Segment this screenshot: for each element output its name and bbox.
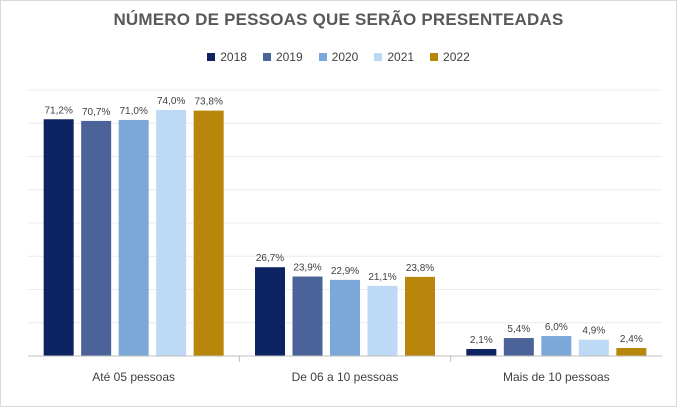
legend-label-2018: 2018 (220, 50, 247, 64)
legend-swatch-2021 (374, 53, 383, 61)
bar-2022-1 (193, 110, 224, 357)
category-label: Mais de 10 pessoas (503, 370, 610, 384)
bar-2021-2 (367, 285, 398, 356)
bar-2020-3 (541, 336, 572, 356)
data-label: 70,7% (82, 107, 110, 118)
data-label: 71,2% (44, 105, 72, 116)
data-label: 2,4% (620, 334, 643, 345)
legend-swatch-2022 (430, 53, 439, 61)
data-label: 22,9% (331, 266, 359, 277)
legend-swatch-2019 (262, 53, 271, 61)
legend-item-2020: 2020 (318, 50, 359, 64)
chart-title: NÚMERO DE PESSOAS QUE SERÃO PRESENTEADAS (113, 10, 564, 29)
data-label: 71,0% (119, 106, 147, 117)
legend-label-2021: 2021 (387, 50, 415, 64)
bar-2021-1 (156, 109, 187, 356)
category-label: Até 05 pessoas (92, 370, 175, 384)
bar-2020-2 (330, 279, 360, 356)
legend-label-2019: 2019 (275, 50, 303, 64)
data-label: 5,4% (507, 324, 530, 335)
legend-label-2022: 2022 (443, 50, 470, 64)
bar-2019-3 (503, 338, 534, 356)
data-label: 23,8% (406, 263, 434, 274)
data-label: 23,9% (293, 263, 321, 274)
data-label: 4,9% (582, 326, 605, 337)
bar-2022-2 (405, 276, 435, 356)
data-label: 74,0% (157, 96, 185, 107)
legend-swatch-2020 (318, 53, 327, 61)
legend-swatch-2018 (207, 53, 216, 61)
bar-2019-1 (81, 120, 112, 356)
legend-item-2018: 2018 (207, 50, 247, 64)
data-label: 21,1% (368, 272, 396, 283)
category-label: De 06 a 10 pessoas (292, 370, 399, 384)
data-label: 73,8% (194, 97, 222, 108)
legend-item-2022: 2022 (430, 50, 470, 64)
bar-2021-3 (578, 339, 609, 356)
bar-2018-3 (466, 349, 497, 356)
legend-item-2021: 2021 (374, 50, 414, 64)
bar-2018-1 (43, 119, 74, 356)
bar-2018-2 (255, 267, 285, 356)
legend-item-2019: 2019 (262, 50, 303, 64)
bar-2022-3 (616, 348, 647, 356)
data-label: 6,0% (545, 322, 568, 333)
legend-label-2020: 2020 (331, 50, 359, 64)
data-label: 26,7% (256, 253, 284, 264)
data-label: 2,1% (470, 335, 493, 346)
legend: 2018 2019 2020 2021 2022 (0, 50, 677, 64)
bar-2019-2 (292, 276, 323, 356)
bar-2020-1 (118, 119, 149, 356)
